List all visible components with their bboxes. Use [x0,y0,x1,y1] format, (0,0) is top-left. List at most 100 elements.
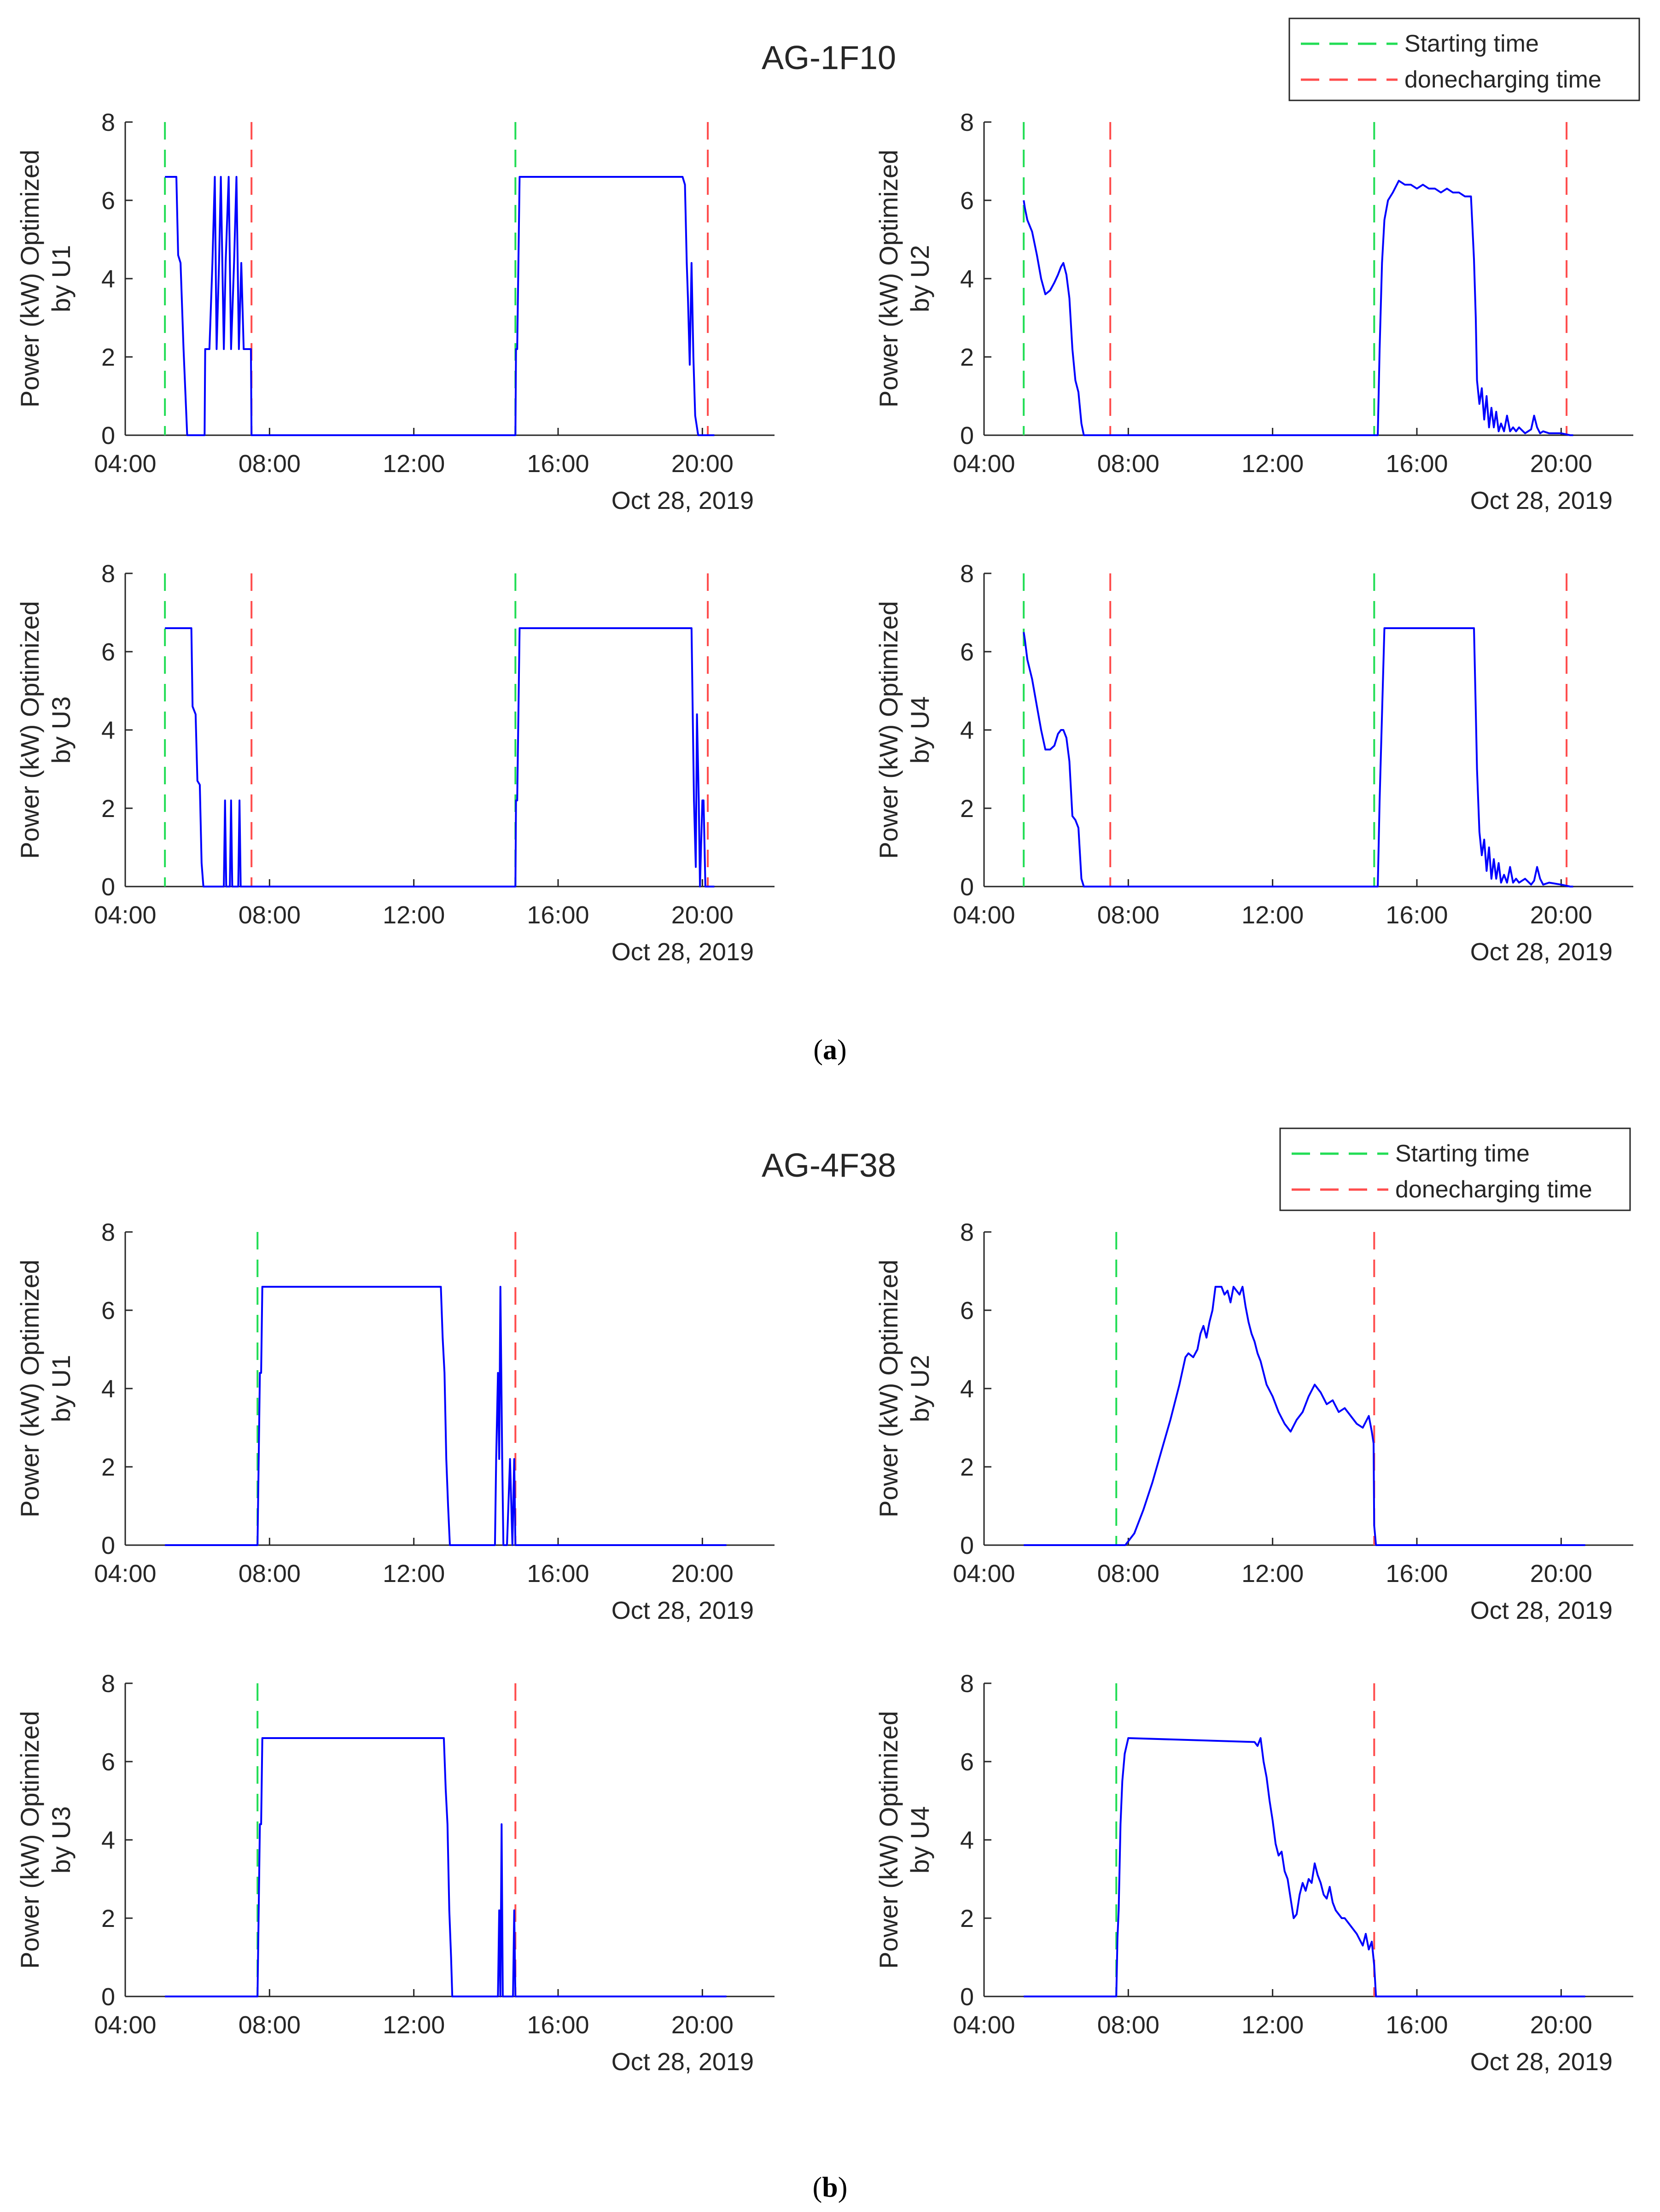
panel-title-b: AG-4F38 [762,1147,896,1184]
y-axis-label-line: by U2 [905,245,934,312]
y-tick-label: 4 [960,1827,974,1854]
subplot-ag-1f10-u3: 0 2 4 6 8 04:00 08:00 12:00 16:00 20:00 Oct 28, 20… [15,560,775,966]
x-tick-label: 16:00 [1386,450,1448,478]
x-tick-label: 12:00 [383,1560,445,1588]
subplot-ag-4f38-u4: 0 2 4 6 8 04:00 08:00 12:00 16:00 20:00 Oct 28, 20… [874,1670,1633,2076]
subplots: 0 2 4 6 8 04:00 08:00 12:00 16:00 20:00 Oct 28, 20… [15,109,1633,2076]
y-axis-label-line: by U2 [905,1355,934,1422]
panel-title-text: AG-1F10 [762,40,896,76]
legend-label-start: Starting time [1395,1140,1530,1167]
x-date-label: Oct 28, 2019 [612,2048,754,2076]
panel-title-a: AG-1F10 [762,40,896,76]
y-axis-label-line: by U1 [47,1355,76,1422]
y-tick-label: 2 [101,1453,115,1481]
x-tick-label: 04:00 [94,1560,156,1588]
y-axis-label-line: Power (kW) Optimized [15,1260,44,1517]
y-tick-label: 6 [960,638,974,666]
power-series-line [1023,180,1573,436]
legend-label-done: donecharging time [1395,1176,1592,1203]
y-axis-label: Power (kW) Optimizedby U1 [15,1260,76,1517]
power-series-line [1023,627,1573,887]
y-axis-label: Power (kW) Optimizedby U2 [874,1260,934,1517]
y-axis-label: Power (kW) Optimizedby U3 [15,1711,76,1969]
subplot-ag-1f10-u2: 0 2 4 6 8 04:00 08:00 12:00 16:00 20:00 Oct 28, 20… [874,109,1633,514]
y-tick-label: 0 [960,1532,974,1559]
y-tick-label: 0 [960,1983,974,2011]
legend-box [1279,1127,1631,1211]
x-tick-label: 08:00 [1097,450,1159,478]
y-tick-label: 4 [960,265,974,293]
y-axis-label: Power (kW) Optimizedby U4 [874,1711,934,1969]
y-tick-label: 6 [101,1748,115,1776]
caption-letter: b [822,2172,838,2203]
x-tick-label: 16:00 [527,1560,589,1588]
y-tick-label: 8 [101,1670,115,1698]
x-tick-label: 12:00 [1241,1560,1304,1588]
x-date-label: Oct 28, 2019 [1470,1597,1613,1624]
y-axis-label-line: by U4 [905,696,934,764]
x-tick-label: 20:00 [671,901,734,929]
x-date-label: Oct 28, 2019 [1470,487,1613,514]
y-tick-label: 0 [101,422,115,449]
x-tick-label: 04:00 [953,2011,1015,2039]
power-series-line [1024,1286,1585,1546]
caption-a: (a) [813,1034,847,1066]
x-tick-label: 08:00 [239,1560,301,1588]
y-tick-label: 8 [101,560,115,588]
legend-b: Starting time donecharging time [1279,1127,1631,1211]
subplot-ag-4f38-u3: 0 2 4 6 8 04:00 08:00 12:00 16:00 20:00 Oct 28, 20… [15,1670,775,2076]
x-tick-label: 04:00 [953,901,1015,929]
subplot-ag-1f10-u4: 0 2 4 6 8 04:00 08:00 12:00 16:00 20:00 Oct 28, 20… [874,560,1633,966]
power-series-line [1024,1737,1585,1997]
x-tick-label: 04:00 [953,450,1015,478]
power-series-line [165,1286,727,1546]
caption-b: (b) [812,2172,848,2203]
y-axis-label-line: by U1 [47,245,76,312]
x-date-label: Oct 28, 2019 [612,1597,754,1624]
x-tick-label: 16:00 [1386,1560,1448,1588]
legend-label-done: donecharging time [1404,66,1602,93]
x-tick-label: 16:00 [1386,2011,1448,2039]
x-tick-label: 04:00 [94,450,156,478]
y-axis-label-line: by U4 [905,1806,934,1873]
x-tick-label: 12:00 [383,450,445,478]
x-tick-label: 08:00 [239,901,301,929]
x-tick-label: 20:00 [1530,450,1592,478]
x-tick-label: 12:00 [1241,450,1304,478]
y-tick-label: 6 [101,638,115,666]
y-tick-label: 8 [960,560,974,588]
subplot-ag-4f38-u1: 0 2 4 6 8 04:00 08:00 12:00 16:00 20:00 Oct 28, 20… [15,1219,775,1624]
y-axis-label: Power (kW) Optimizedby U2 [874,150,934,408]
x-tick-label: 12:00 [383,2011,445,2039]
y-tick-label: 4 [960,717,974,744]
x-tick-label: 12:00 [1241,901,1304,929]
x-date-label: Oct 28, 2019 [612,487,754,514]
y-tick-label: 4 [101,717,115,744]
x-tick-label: 20:00 [671,2011,734,2039]
y-tick-label: 4 [101,265,115,293]
y-tick-label: 0 [101,873,115,901]
y-tick-label: 8 [101,109,115,136]
panel-title-text: AG-4F38 [762,1147,896,1184]
x-tick-label: 08:00 [1097,901,1159,929]
y-tick-label: 8 [960,1670,974,1698]
y-axis-label-line: Power (kW) Optimized [874,601,903,859]
y-tick-label: 2 [960,1905,974,1932]
y-tick-label: 2 [960,344,974,371]
x-tick-label: 08:00 [1097,1560,1159,1588]
y-axis-label-line: by U3 [47,1806,76,1873]
x-date-label: Oct 28, 2019 [1470,938,1613,966]
legend-label-start: Starting time [1404,30,1539,57]
y-axis-label-line: Power (kW) Optimized [874,1260,903,1517]
x-tick-label: 20:00 [671,1560,734,1588]
power-series-line [165,627,715,887]
y-tick-label: 6 [960,187,974,215]
subplot-ag-1f10-u1: 0 2 4 6 8 04:00 08:00 12:00 16:00 20:00 Oct 28, 20… [15,109,775,514]
x-tick-label: 08:00 [239,2011,301,2039]
y-axis-label-line: by U3 [47,696,76,764]
x-tick-label: 04:00 [953,1560,1015,1588]
x-tick-label: 08:00 [1097,2011,1159,2039]
y-tick-label: 2 [960,1453,974,1481]
y-axis-label-line: Power (kW) Optimized [15,150,44,408]
